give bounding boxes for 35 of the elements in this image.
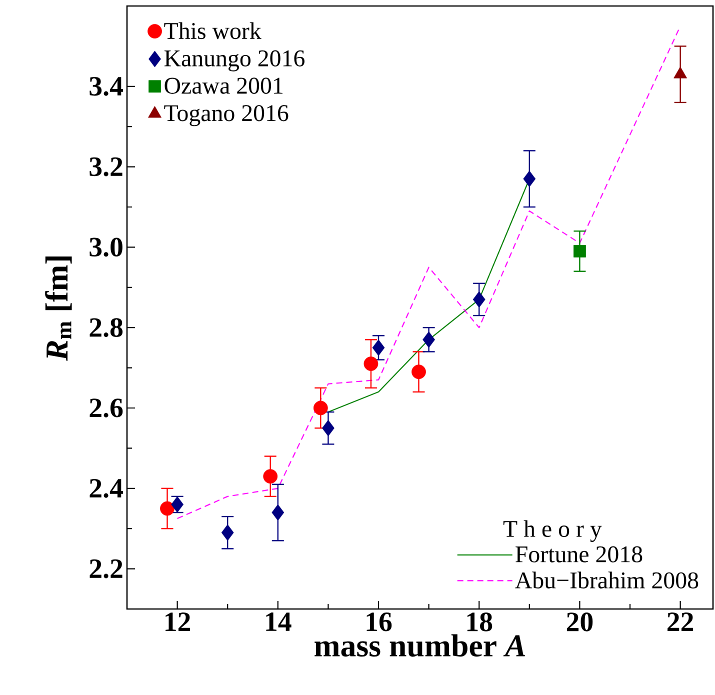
legend-label: Kanungo 2016 xyxy=(164,50,304,72)
x-axis-title: mass number A xyxy=(314,634,525,657)
y-axis-title: R$_{m}$ [fm] xyxy=(45,256,72,361)
point xyxy=(221,524,234,541)
y-tick-label: 2.4 xyxy=(90,478,123,498)
point xyxy=(412,364,426,380)
point xyxy=(322,420,334,436)
x-tick-label: 20 xyxy=(566,612,593,632)
point xyxy=(574,245,586,258)
point xyxy=(263,469,278,484)
point xyxy=(160,501,174,516)
x-tick-label: 14 xyxy=(266,612,292,631)
point xyxy=(364,356,378,371)
point xyxy=(523,170,536,188)
legend-label: This work xyxy=(164,22,262,40)
point xyxy=(472,291,486,308)
point xyxy=(422,331,436,348)
y-tick-label: 3.0 xyxy=(90,238,122,257)
legend-label: Fortune 2018 xyxy=(516,546,642,562)
y-tick-label: 3.2 xyxy=(90,157,122,176)
point xyxy=(272,504,284,521)
y-tick-label: 3.4 xyxy=(90,76,123,96)
point xyxy=(372,339,385,356)
legend-label: Abu−Ibrahim 2008 xyxy=(515,572,698,588)
x-tick-label: 12 xyxy=(166,612,190,631)
y-tick-label: 2.8 xyxy=(90,318,123,338)
x-tick-label: 16 xyxy=(366,612,392,632)
y-tick-label: 2.6 xyxy=(90,398,123,418)
legend-label: Ozawa 2001 xyxy=(164,78,282,94)
legend-title: T h e o r y xyxy=(503,520,602,542)
x-tick-label: 18 xyxy=(467,612,492,632)
point xyxy=(313,400,328,416)
legend-label: Togano 2016 xyxy=(164,105,288,126)
y-tick-label: 2.2 xyxy=(90,559,122,578)
x-tick-label: 22 xyxy=(668,612,694,631)
